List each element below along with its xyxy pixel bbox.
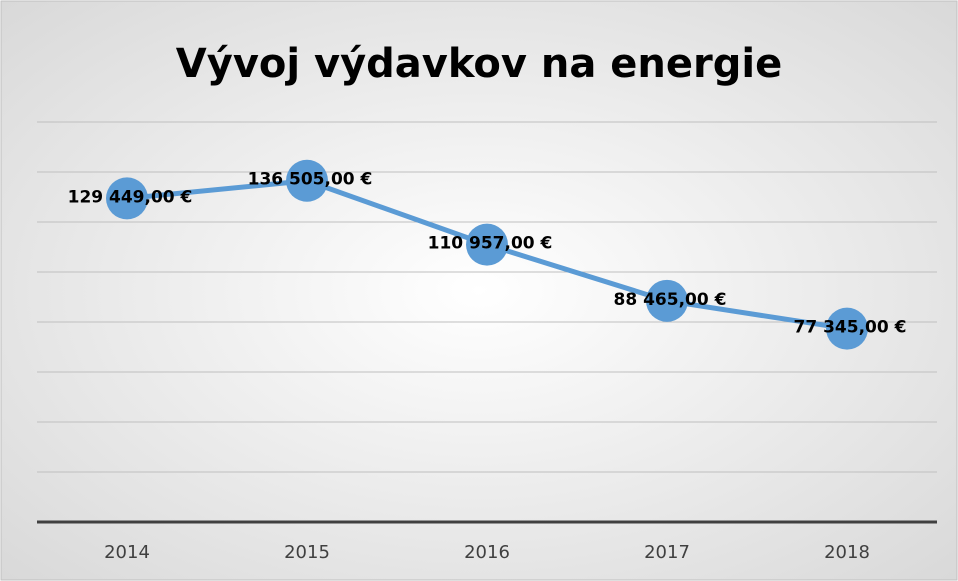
marker [286, 159, 328, 202]
data-label: 136 505,00 € [248, 170, 373, 190]
data-label: 88 465,00 € [614, 290, 727, 310]
data-label: 110 957,00 € [428, 234, 553, 254]
x-tick-label: 2014 [104, 542, 150, 563]
x-tick-label: 2018 [824, 542, 870, 563]
marker [106, 177, 148, 220]
marker [646, 279, 688, 322]
x-tick-label: 2016 [464, 542, 510, 563]
x-tick-label: 2015 [284, 542, 330, 563]
x-tick-label: 2017 [644, 542, 690, 563]
data-label: 77 345,00 € [794, 318, 907, 338]
data-label: 129 449,00 € [68, 187, 193, 207]
chart-title: Vývoj výdavkov na energie [176, 41, 782, 87]
marker [826, 307, 868, 350]
marker [466, 223, 508, 266]
